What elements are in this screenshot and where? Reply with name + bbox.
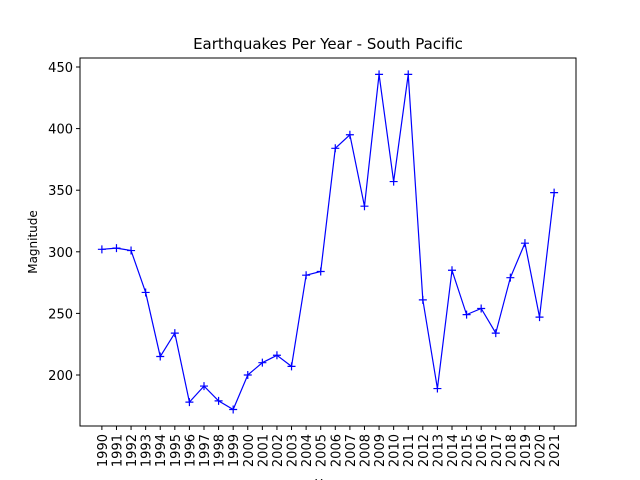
marker xyxy=(97,245,106,254)
marker xyxy=(448,266,456,275)
marker xyxy=(316,267,325,276)
x-tick-label: 2004 xyxy=(300,434,315,467)
x-tick-label: 2011 xyxy=(402,434,417,467)
y-tick-label: 400 xyxy=(48,123,73,138)
x-tick-label: 2021 xyxy=(548,434,563,467)
marker xyxy=(214,396,223,405)
y-tick-label: 200 xyxy=(48,369,73,384)
x-tick-label: 2001 xyxy=(256,434,271,467)
x-tick-label: 2020 xyxy=(534,434,549,467)
x-tick-label: 1994 xyxy=(154,434,169,467)
x-tick-label: 1999 xyxy=(227,434,242,467)
line xyxy=(101,74,555,411)
x-tick-label: 1998 xyxy=(213,434,228,467)
x-tick-label: 2008 xyxy=(358,434,373,467)
x-tick-label: 1993 xyxy=(140,434,155,467)
y-tick-label: 450 xyxy=(48,61,73,76)
x-tick-label: 1990 xyxy=(96,434,111,467)
x-tick-label: 2009 xyxy=(373,434,388,467)
marker xyxy=(243,370,252,379)
marker xyxy=(272,351,281,360)
x-tick-label: 2014 xyxy=(446,434,461,467)
marker xyxy=(462,310,471,319)
marker xyxy=(491,329,500,338)
y-axis-label: Magnitude xyxy=(26,210,40,274)
x-tick-label: 2016 xyxy=(475,434,490,467)
marker xyxy=(127,246,136,255)
marker xyxy=(185,398,194,407)
x-tick-label: 2002 xyxy=(271,434,286,467)
x-tick-label: 2003 xyxy=(286,434,301,467)
x-tick-label: 1991 xyxy=(110,434,125,467)
marker xyxy=(229,405,238,414)
marker xyxy=(258,358,267,367)
marker xyxy=(418,295,427,304)
marker xyxy=(302,271,311,280)
marker xyxy=(375,70,384,79)
x-tick-label: 2012 xyxy=(417,434,432,467)
marker xyxy=(287,362,296,371)
x-tick-label: 1996 xyxy=(183,434,198,467)
x-tick-label: 2013 xyxy=(431,434,446,467)
marker xyxy=(404,70,413,79)
y-tick-label: 300 xyxy=(48,246,73,261)
x-tick-label: 1992 xyxy=(125,434,140,467)
marker xyxy=(112,244,121,253)
x-tick-label: 2010 xyxy=(388,434,403,467)
marker xyxy=(345,130,354,139)
y-tick-label: 250 xyxy=(48,307,73,322)
marker xyxy=(550,188,559,197)
x-tick-label: 2015 xyxy=(461,434,476,467)
y-tick-label: 350 xyxy=(48,184,73,199)
marker xyxy=(520,239,529,248)
marker xyxy=(141,288,150,297)
x-axis-label: Year xyxy=(314,477,340,480)
marker xyxy=(156,352,165,361)
x-tick-label: 2018 xyxy=(504,434,519,467)
chart-title: Earthquakes Per Year - South Pacific xyxy=(193,35,463,53)
x-tick-label: 1995 xyxy=(169,434,184,467)
marker xyxy=(331,144,340,153)
marker xyxy=(506,273,515,282)
x-tick-label: 2017 xyxy=(490,434,505,467)
x-tick-label: 2019 xyxy=(519,434,534,467)
x-tick-label: 2000 xyxy=(242,434,257,467)
marker xyxy=(535,313,544,322)
marker xyxy=(389,177,398,186)
marker xyxy=(360,202,369,211)
marker xyxy=(477,304,486,313)
x-tick-label: 2006 xyxy=(329,434,344,467)
x-tick-label: 2005 xyxy=(315,434,330,467)
x-tick-label: 2007 xyxy=(344,434,359,467)
x-tick-label: 1997 xyxy=(198,434,213,467)
marker xyxy=(170,329,179,338)
marker xyxy=(200,382,208,391)
plot-area xyxy=(79,57,577,427)
marker xyxy=(433,384,442,393)
